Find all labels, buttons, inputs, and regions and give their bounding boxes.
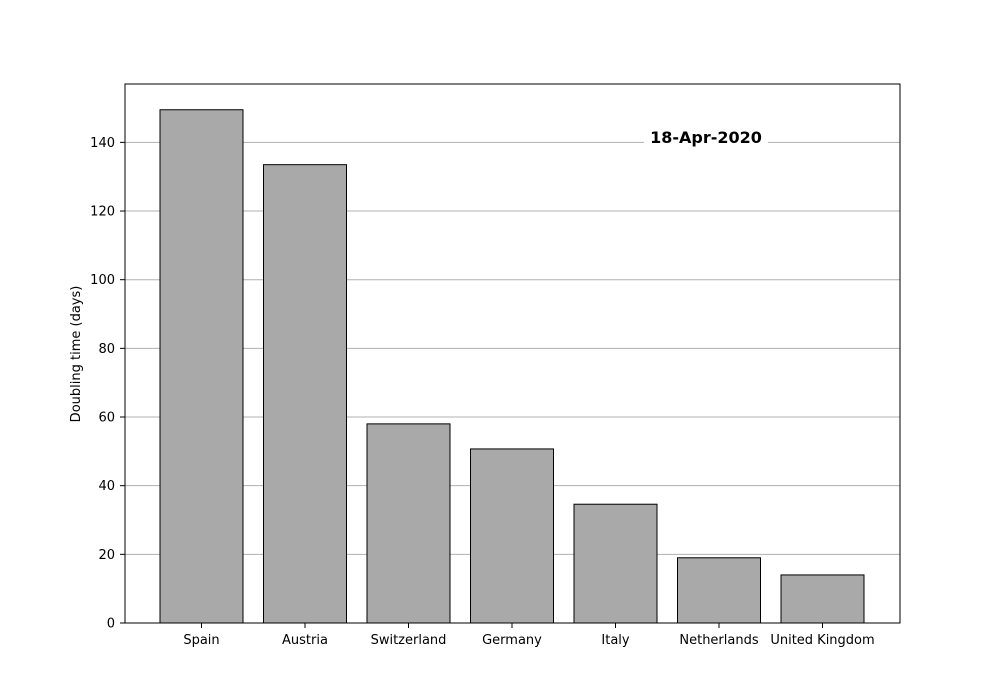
x-tick-label: Spain [183,633,219,648]
bar-united-kingdom [780,574,865,624]
bar-austria [263,164,347,624]
x-tick-label: Austria [282,633,328,648]
date-annotation-group: 18-Apr-2020 [644,126,768,149]
y-tick-label: 40 [98,479,115,494]
bar-netherlands [677,557,761,624]
y-tick-label: 20 [98,548,115,563]
y-tick-label: 80 [98,342,115,357]
y-tick-label: 100 [90,273,115,288]
bars [159,109,865,624]
x-tick-label: Germany [482,633,542,648]
y-axis: 0 20 40 60 80 100 120 140 [90,136,125,632]
bar-spain [159,109,244,624]
date-annotation-background [644,126,768,149]
y-tick-label: 0 [107,617,115,632]
x-tick-label: Netherlands [679,633,758,648]
y-tick-label: 140 [90,136,115,151]
bar-switzerland [366,423,451,624]
x-tick-label: United Kingdom [770,633,874,648]
y-tick-label: 60 [98,411,115,426]
x-tick-label: Italy [601,633,630,648]
y-tick-label: 120 [90,205,115,220]
y-axis-title: Doubling time (days) [69,286,84,423]
x-tick-label: Switzerland [371,633,447,648]
gridlines [125,141,900,555]
bar-germany [470,448,554,624]
x-axis: Spain Austria Switzerland Germany Italy Nethe… [183,623,875,648]
date-annotation: 18-Apr-2020 [650,128,762,147]
bar-italy [573,503,658,624]
